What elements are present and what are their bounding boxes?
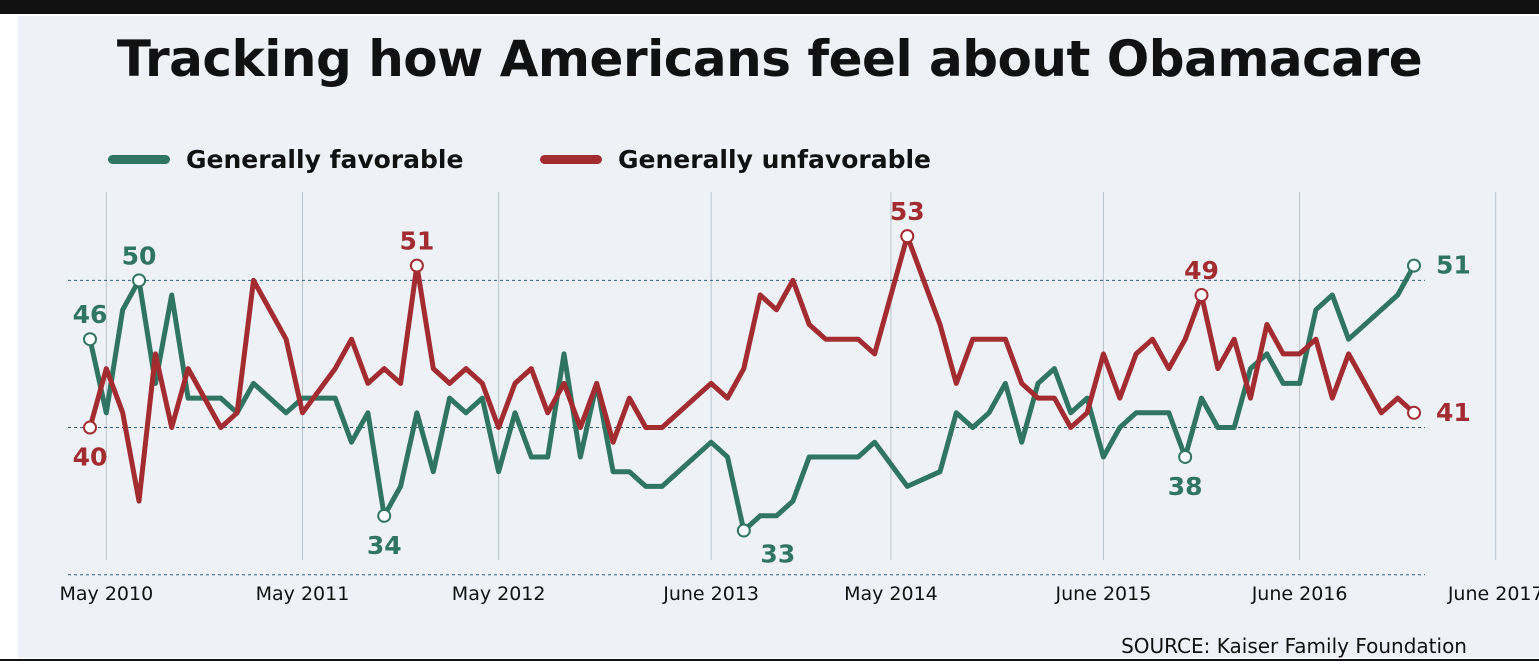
bottom-rule — [0, 659, 1539, 661]
data-label: 46 — [73, 300, 108, 329]
data-label: 34 — [367, 531, 402, 560]
data-point-marker — [83, 420, 97, 435]
data-label: 49 — [1184, 256, 1219, 285]
x-tick-label: June 2017 — [1447, 583, 1539, 605]
data-point-marker — [409, 258, 424, 273]
top-rule — [0, 0, 1539, 14]
legend-swatch-unfavorable — [540, 154, 602, 164]
data-point-marker — [1194, 288, 1209, 303]
chart-title: Tracking how Americans feel about Obamac… — [116, 30, 1423, 88]
data-point-marker — [900, 229, 915, 244]
legend-item-unfavorable: Generally unfavorable — [540, 142, 931, 176]
x-tick-label: May 2012 — [452, 583, 546, 605]
data-point-marker — [1407, 258, 1421, 273]
data-label: 51 — [400, 227, 435, 256]
legend-label-unfavorable: Generally unfavorable — [618, 144, 932, 174]
source-note: SOURCE: Kaiser Family Foundation — [1121, 634, 1467, 658]
x-tick-label: May 2011 — [256, 583, 350, 605]
data-point-marker — [132, 273, 147, 288]
legend-swatch-favorable — [108, 154, 170, 164]
data-label: 51 — [1436, 251, 1471, 280]
data-point-marker — [736, 523, 751, 538]
legend-item-favorable: Generally favorable — [108, 142, 463, 176]
data-label: 53 — [890, 197, 925, 226]
legend-label-favorable: Generally favorable — [186, 144, 464, 174]
x-tick-label: June 2015 — [1055, 583, 1152, 605]
data-label: 41 — [1436, 398, 1471, 427]
data-point-marker — [377, 508, 392, 523]
data-label: 38 — [1168, 472, 1203, 501]
series-line-favorable — [87, 263, 1417, 534]
data-point-marker — [1178, 449, 1193, 464]
x-tick-label: June 2016 — [1251, 583, 1348, 605]
data-label: 40 — [73, 443, 108, 472]
data-point-marker — [83, 332, 97, 347]
data-label: 33 — [760, 540, 795, 569]
x-tick-label: June 2013 — [662, 583, 759, 605]
x-tick-label: May 2010 — [60, 583, 154, 605]
chart-panel — [18, 16, 1539, 658]
data-label: 50 — [122, 241, 157, 270]
data-point-marker — [1407, 405, 1421, 420]
x-tick-label: May 2014 — [844, 583, 938, 605]
